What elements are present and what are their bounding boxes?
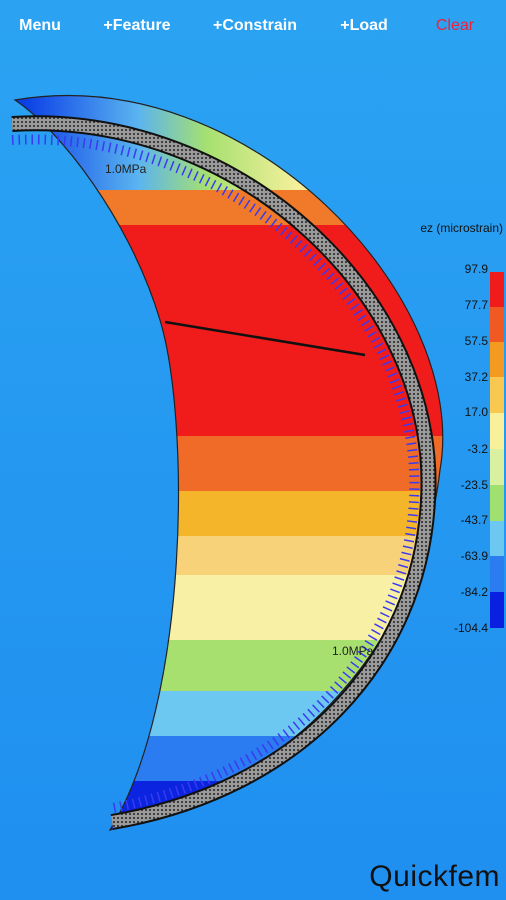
load-label: 1.0MPa — [332, 644, 374, 658]
legend-label: -84.2 — [461, 585, 489, 599]
legend-label: 17.0 — [465, 405, 489, 419]
load-button[interactable]: +Load — [340, 17, 388, 34]
legend-label: -3.2 — [467, 442, 488, 456]
load-label: 1.0MPa — [105, 162, 147, 176]
menu-button[interactable]: Menu — [19, 17, 61, 34]
logo: Quickfem — [369, 860, 500, 893]
menu-bar: Menu +Feature +Constrain +Load Clear — [19, 17, 475, 34]
shell — [11, 117, 435, 828]
clear-button[interactable]: Clear — [436, 17, 475, 34]
legend-title: ez (microstrain) — [420, 221, 503, 235]
legend-label: 37.2 — [465, 370, 489, 384]
legend-label: 57.5 — [465, 334, 489, 348]
legend-label: -43.7 — [461, 513, 489, 527]
legend-label: 97.9 — [465, 262, 489, 276]
legend-label: -23.5 — [461, 478, 489, 492]
pressure-arrows — [11, 134, 420, 813]
legend-label: -104.4 — [454, 621, 488, 635]
section-line — [164, 320, 366, 357]
constrain-button[interactable]: +Constrain — [213, 17, 297, 34]
legend-label: 77.7 — [465, 298, 489, 312]
legend: ez (microstrain) 97.9 77.7 57.5 37.2 17.… — [420, 221, 504, 635]
legend-label: -63.9 — [461, 549, 489, 563]
feature-button[interactable]: +Feature — [103, 17, 170, 34]
